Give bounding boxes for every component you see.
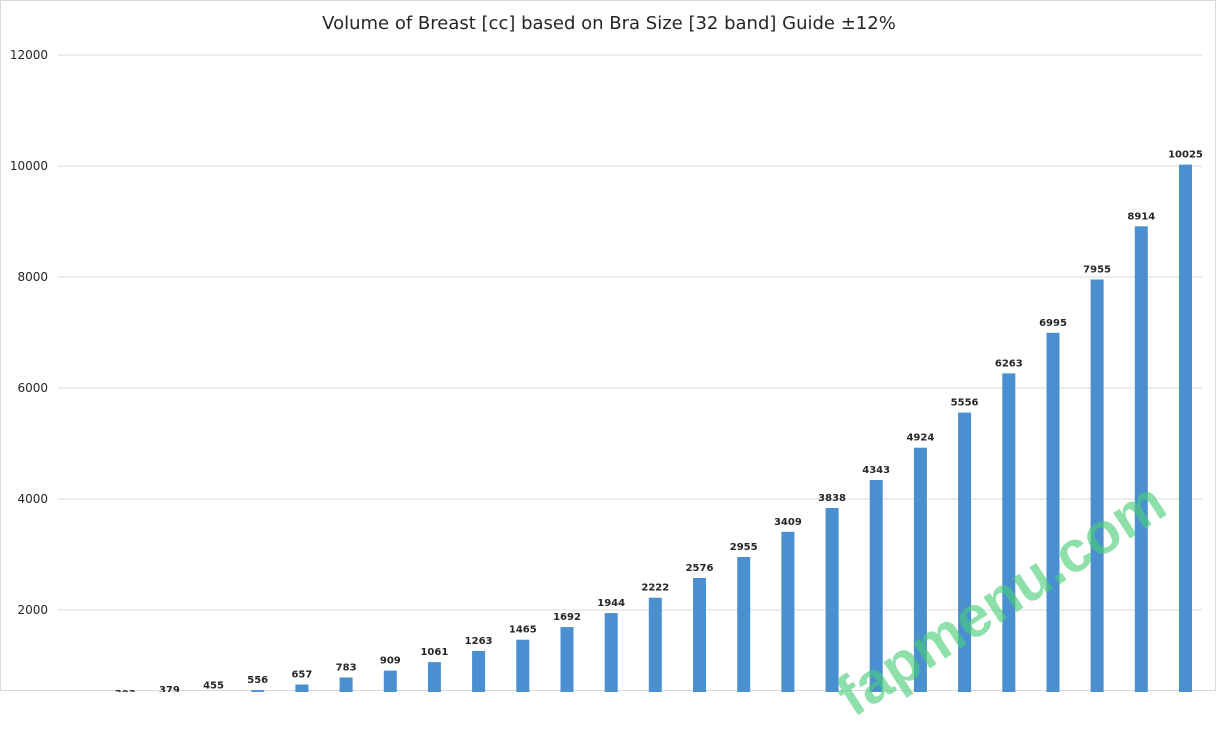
bar-value-label: 7955 — [1083, 265, 1111, 276]
bar-value-label: 379 — [159, 685, 180, 692]
bar — [339, 677, 353, 692]
gridlines — [58, 54, 1202, 611]
bar-value-label: 3409 — [774, 517, 802, 528]
y-axis-tick-labels: 2000 4000 6000 8000 10000 12000 — [10, 48, 48, 617]
bar-value-label: 657 — [291, 670, 312, 681]
bar — [383, 670, 397, 692]
bar-value-label: 909 — [380, 656, 401, 667]
bar-value-label: 6263 — [995, 358, 1023, 369]
bar-value-label: 1061 — [420, 647, 448, 658]
bar-value-label: 5556 — [951, 398, 979, 409]
bar-value-label: 1465 — [509, 625, 537, 636]
bar-value-label: 2576 — [686, 563, 714, 574]
bar — [693, 578, 706, 692]
bar — [516, 639, 530, 692]
bar-value-label: 1692 — [553, 612, 581, 623]
bar — [251, 690, 265, 692]
bar — [825, 508, 839, 692]
bar — [1134, 226, 1148, 692]
bar — [1179, 164, 1192, 692]
y-tick-label: 12000 — [10, 48, 48, 62]
bar-value-label: 4924 — [906, 433, 934, 444]
y-tick-label: 6000 — [17, 381, 48, 395]
bar-value-label: 1944 — [597, 598, 625, 609]
bars — [251, 164, 1192, 692]
bar — [958, 412, 972, 692]
data-labels: 2523033794555566577839091061126314651692… — [115, 150, 1203, 692]
bar-value-label: 455 — [203, 681, 224, 692]
bar — [781, 531, 795, 692]
bar-value-label: 10025 — [1168, 150, 1203, 161]
bar — [1090, 279, 1104, 692]
bar — [427, 662, 441, 692]
bar-value-label: 2955 — [730, 542, 758, 553]
bar — [869, 480, 883, 692]
chart-title: Volume of Breast [cc] based on Bra Size … — [322, 13, 896, 34]
bar-value-label: 2222 — [641, 583, 669, 594]
bar — [1046, 332, 1060, 692]
bar-value-label: 6995 — [1039, 318, 1067, 329]
y-tick-label: 4000 — [17, 492, 48, 506]
bar-value-label: 8914 — [1127, 211, 1155, 222]
y-tick-label: 10000 — [10, 159, 48, 173]
bar — [1002, 373, 1016, 692]
y-tick-label: 8000 — [17, 270, 48, 284]
bar — [604, 613, 618, 692]
y-tick-label: 2000 — [17, 603, 48, 617]
bar-value-label: 556 — [247, 675, 268, 686]
bar-value-label: 1263 — [465, 636, 493, 647]
bar — [472, 650, 486, 692]
bar — [913, 447, 927, 692]
bar — [560, 627, 574, 692]
bar — [295, 684, 309, 692]
bar — [648, 597, 662, 692]
bar — [737, 557, 751, 692]
bar-value-label: 3838 — [818, 493, 846, 504]
bar-value-label: 783 — [336, 663, 357, 674]
bar-value-label: 4343 — [862, 465, 890, 476]
